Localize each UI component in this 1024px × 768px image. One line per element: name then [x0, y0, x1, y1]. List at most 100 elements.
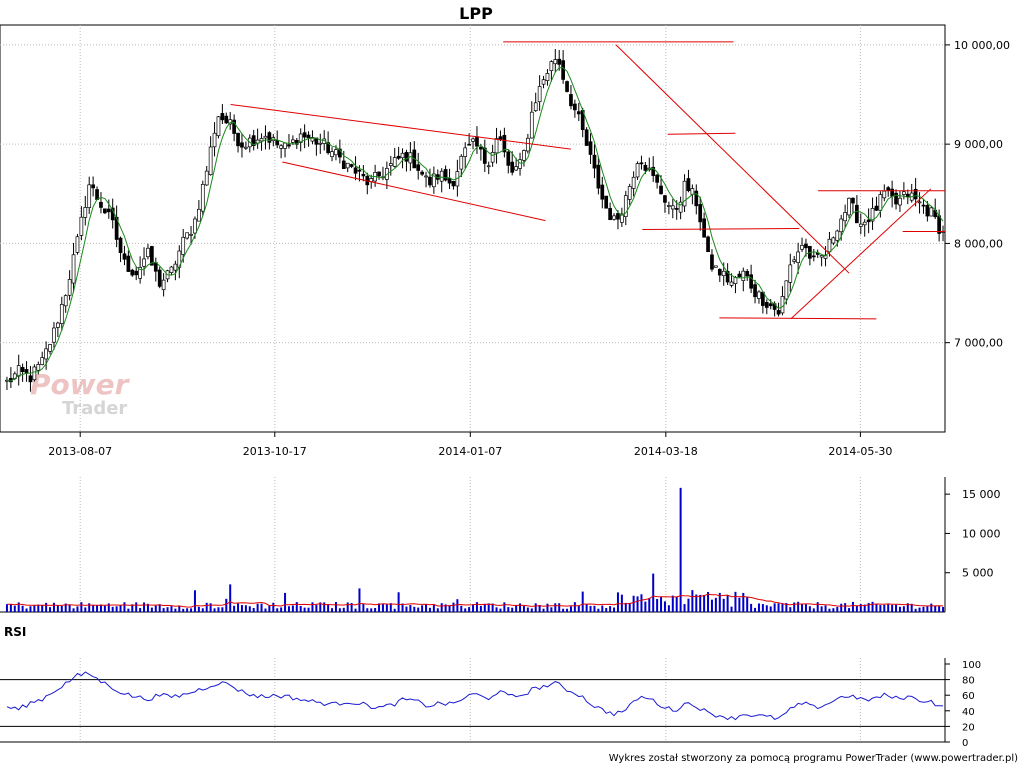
volume-bar: [765, 605, 768, 612]
candle-body: [146, 247, 150, 258]
volume-bar: [131, 604, 134, 612]
volume-bar: [56, 605, 59, 612]
y-tick-label: 9 000,00: [954, 138, 1003, 151]
y-tick-label: 7 000,00: [954, 337, 1003, 350]
volume-bar: [158, 604, 161, 612]
candle-body: [823, 254, 828, 259]
candle-body: [494, 138, 499, 154]
candle-body: [526, 137, 530, 152]
volume-bar: [679, 487, 682, 612]
volume-bar: [569, 606, 572, 612]
candle-body: [917, 201, 922, 204]
volume-bar: [710, 599, 713, 612]
volume-bar: [824, 605, 827, 612]
volume-bar: [25, 608, 28, 612]
volume-bar: [675, 596, 678, 612]
candle-body: [620, 213, 624, 223]
candle-body: [702, 218, 706, 238]
candle-body: [651, 166, 656, 176]
rsi-label: RSI: [4, 625, 26, 639]
rsi-y-tick-label: 60: [962, 691, 975, 702]
candle-body: [244, 146, 248, 149]
volume-bar: [464, 608, 467, 612]
candle-body: [561, 60, 565, 80]
candle-body: [185, 232, 189, 239]
candle-body: [130, 269, 135, 276]
candle-body: [63, 295, 68, 307]
candle-body: [432, 173, 436, 188]
volume-bar: [319, 602, 322, 612]
price-grid: [0, 24, 946, 742]
volume-bar: [636, 596, 639, 612]
volume-bar: [217, 607, 220, 612]
candle-body: [275, 140, 280, 146]
volume-bar: [577, 605, 580, 612]
volume-bar: [632, 595, 635, 612]
candle-body: [768, 303, 773, 307]
volume-bar: [276, 608, 279, 612]
volume-bar: [538, 604, 541, 612]
candle-body: [573, 103, 577, 111]
volume-bar: [922, 606, 925, 612]
volume-bar: [703, 595, 706, 612]
candle-body: [486, 165, 491, 168]
volume-bar: [867, 603, 870, 612]
volume-bar: [123, 602, 126, 612]
trendline: [667, 132, 736, 135]
volume-bar: [566, 608, 569, 612]
volume-bar: [49, 607, 52, 612]
volume-bar: [432, 605, 435, 612]
candle-body: [161, 279, 166, 291]
volume-bar: [550, 607, 553, 612]
candle-body: [388, 163, 393, 167]
volume-bar: [303, 607, 306, 612]
volume-bar: [699, 594, 702, 612]
volume-bar: [456, 599, 459, 612]
volume-bar: [479, 605, 482, 612]
candle-body: [902, 191, 906, 195]
volume-bar: [750, 603, 753, 612]
candle-body: [584, 129, 589, 146]
candle-body: [220, 113, 225, 121]
volume-bar: [272, 602, 275, 612]
candle-body: [83, 207, 88, 218]
candle-body: [796, 251, 800, 263]
candle-body: [592, 154, 597, 169]
candle-body: [169, 266, 174, 273]
volume-bar: [99, 604, 102, 612]
volume-bar: [754, 607, 757, 612]
volume-bar: [72, 608, 75, 612]
candle-body: [228, 119, 233, 125]
candle-body: [862, 221, 867, 226]
candle-body: [263, 135, 268, 139]
volume-bar: [331, 608, 334, 612]
candle-body: [784, 280, 789, 300]
candle-body: [91, 184, 95, 189]
x-tick-label: 2013-10-17: [243, 445, 307, 458]
volume-bar: [863, 604, 866, 612]
volume-bar: [389, 603, 392, 612]
volume-bar: [609, 606, 612, 612]
candle-body: [318, 142, 323, 145]
candle-body: [557, 58, 562, 65]
candle-body: [882, 190, 887, 199]
candle-body: [565, 81, 569, 92]
candle-body: [138, 266, 142, 279]
volume-bar: [902, 606, 905, 612]
volume-bar: [793, 602, 796, 612]
volume-bar: [346, 602, 349, 612]
candle-body: [541, 79, 546, 85]
volume-bar: [381, 604, 384, 612]
candle-body: [283, 142, 287, 149]
volume-bar: [515, 604, 518, 612]
volume-bar: [370, 608, 373, 612]
volume-bar: [225, 598, 228, 612]
volume-bar: [233, 605, 236, 612]
candle-body: [59, 304, 64, 324]
watermark-line1: Power: [30, 368, 131, 401]
volume-bar: [311, 602, 314, 612]
volume-bar: [546, 603, 549, 612]
candle-body: [655, 174, 659, 183]
volume-bar: [483, 603, 486, 612]
candle-body: [537, 86, 542, 103]
